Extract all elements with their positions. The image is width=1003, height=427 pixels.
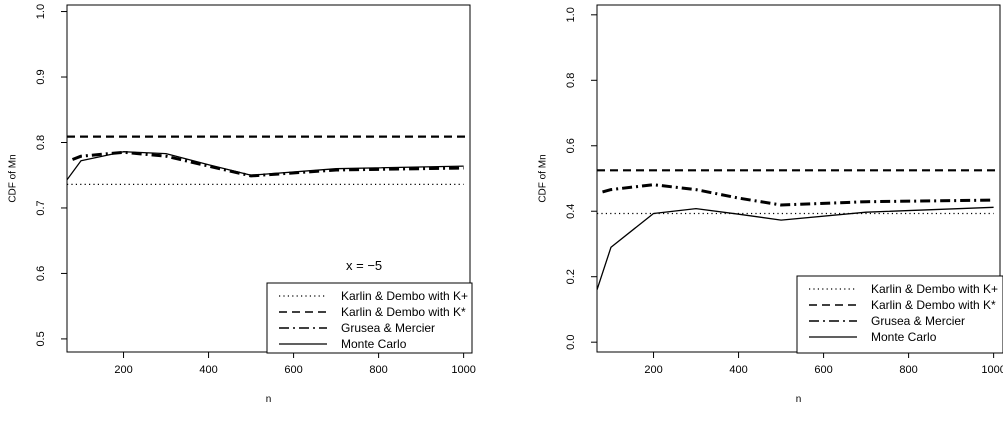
y-tick-label: 0.8 — [565, 73, 577, 88]
y-axis-title: CDF of Mn — [8, 154, 19, 202]
annotation-text: x = −5 — [346, 258, 382, 273]
chart-panel-left: 200 400 600 800 1000 0.5 0.6 0.7 0.8 0.9 1.0 n CDF o… — [8, 4, 476, 405]
legend-label: Monte Carlo — [341, 337, 407, 351]
series-group — [67, 135, 470, 186]
x-tick-label: 800 — [899, 364, 917, 376]
y-tick-label: 0.5 — [35, 331, 47, 346]
x-tick-label: 600 — [284, 364, 302, 376]
x-tick-label: 200 — [644, 364, 662, 376]
chart-panel-right: 200 400 600 800 1000 0.0 0.2 0.4 0.6 0.8 1.0 n CDF o… — [538, 4, 1003, 405]
series-line-solid — [67, 151, 464, 181]
legend-label: Grusea & Mercier — [341, 321, 435, 335]
legend-label: Karlin & Dembo with K* — [871, 298, 996, 312]
y-tick-label: 0.6 — [35, 266, 47, 281]
series-line-dotdash — [71, 150, 464, 178]
legend-label: Grusea & Mercier — [871, 314, 965, 328]
series-line-dotdash — [602, 183, 994, 207]
legend-label: Karlin & Dembo with K+ — [341, 289, 468, 303]
y-tick-label: 0.8 — [35, 135, 47, 150]
x-tick-label: 200 — [114, 364, 132, 376]
x-axis-title: n — [266, 394, 272, 405]
y-tick-label: 0.2 — [565, 269, 577, 284]
x-tick-label: 1000 — [981, 364, 1003, 376]
legend-label: Monte Carlo — [871, 330, 937, 344]
y-tick-label: 0.6 — [565, 138, 577, 153]
x-tick-label: 800 — [369, 364, 387, 376]
x-tick-label: 400 — [199, 364, 217, 376]
x-tick-label: 600 — [814, 364, 832, 376]
y-tick-label: 0.9 — [35, 69, 47, 84]
legend-label: Karlin & Dembo with K+ — [871, 282, 998, 296]
series-group — [597, 169, 1000, 291]
legend-label: Karlin & Dembo with K* — [341, 305, 466, 319]
y-tick-label: 1.0 — [35, 4, 47, 19]
y-tick-label: 1.0 — [565, 7, 577, 22]
x-axis-title: n — [796, 394, 802, 405]
series-line-solid — [597, 206, 994, 291]
y-tick-label: 0.0 — [565, 335, 577, 350]
legend-box — [266, 282, 473, 354]
x-tick-label: 400 — [729, 364, 747, 376]
x-tick-label: 1000 — [451, 364, 475, 376]
y-tick-label: 0.7 — [35, 200, 47, 215]
y-tick-label: 0.4 — [565, 204, 577, 219]
y-axis-title: CDF of Mn — [538, 154, 549, 202]
